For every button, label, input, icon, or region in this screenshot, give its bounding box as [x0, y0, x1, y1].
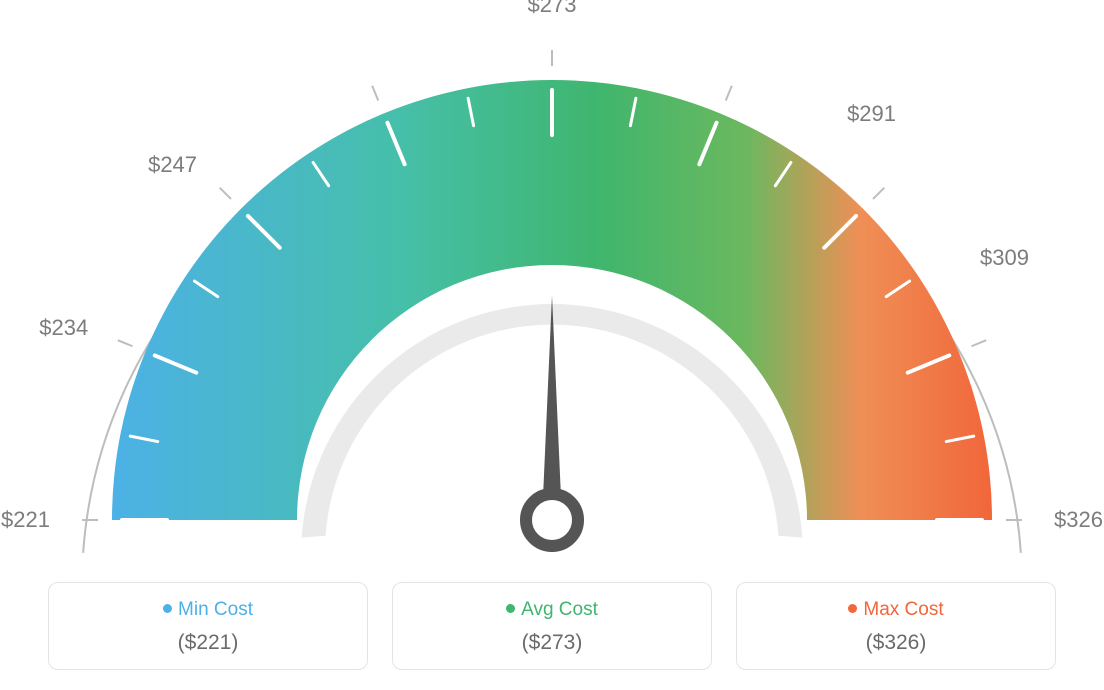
gauge-tick-label: $247	[148, 152, 197, 178]
legend-avg-dot	[506, 604, 515, 613]
legend-avg-value: ($273)	[405, 631, 699, 655]
legend-max-label: Max Cost	[863, 599, 943, 620]
gauge-svg	[0, 0, 1104, 560]
gauge-tick-label: $291	[847, 101, 896, 127]
legend-avg-title: Avg Cost	[405, 599, 699, 621]
gauge-tick-label: $273	[528, 0, 577, 18]
legend-max-title: Max Cost	[749, 599, 1043, 621]
legend-max-value: ($326)	[749, 631, 1043, 655]
legend-avg-label: Avg Cost	[521, 599, 598, 620]
gauge-tick-label: $326	[1054, 507, 1103, 533]
legend-max: Max Cost ($326)	[736, 582, 1056, 670]
legend-min-label: Min Cost	[178, 599, 253, 620]
gauge-tick-label: $309	[980, 245, 1029, 271]
legend-min: Min Cost ($221)	[48, 582, 368, 670]
gauge-tick-label: $234	[39, 315, 88, 341]
legend-min-title: Min Cost	[61, 599, 355, 621]
legend-avg: Avg Cost ($273)	[392, 582, 712, 670]
legend-min-dot	[163, 604, 172, 613]
gauge-chart: $221 $234 $247 $273 $291 $309 $326	[0, 0, 1104, 560]
gauge-tick-label: $221	[1, 507, 50, 533]
legend-max-dot	[848, 604, 857, 613]
legend-row: Min Cost ($221) Avg Cost ($273) Max Cost…	[0, 582, 1104, 670]
legend-min-value: ($221)	[61, 631, 355, 655]
